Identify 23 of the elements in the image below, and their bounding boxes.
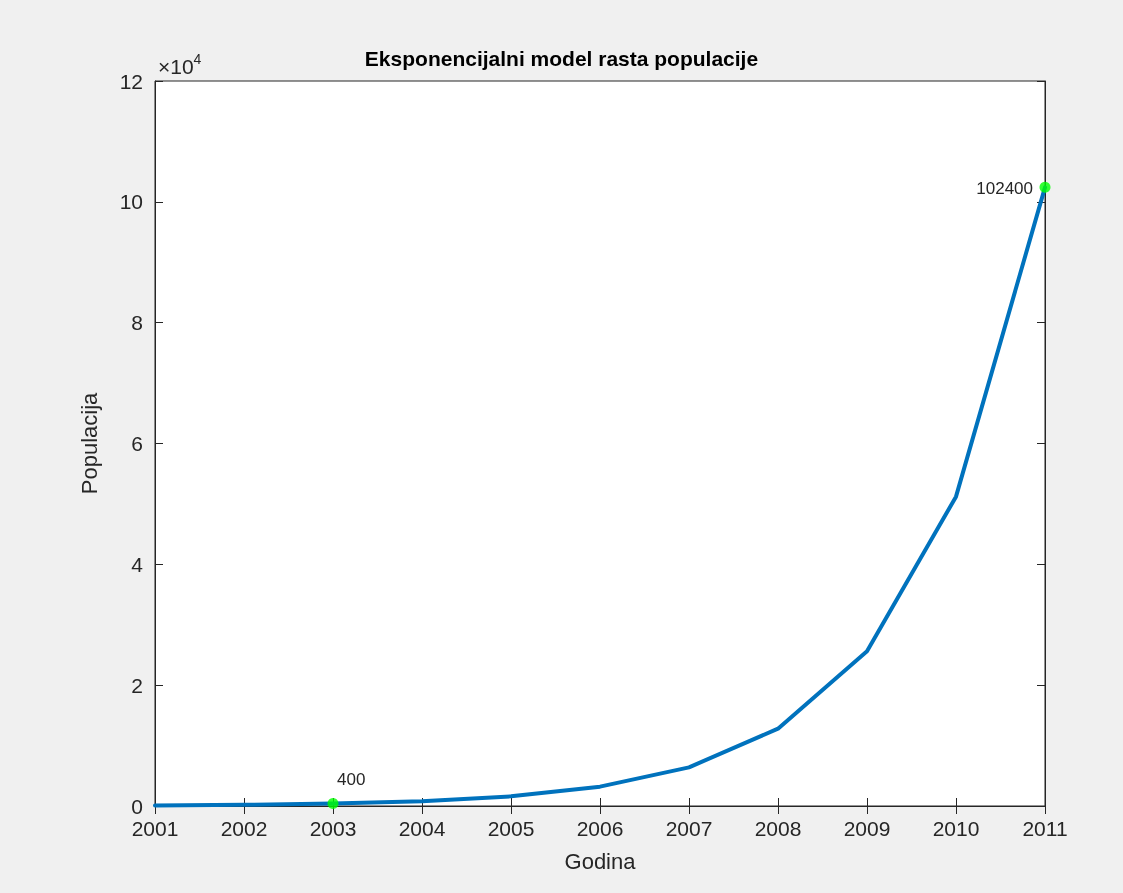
x-tick-label: 2004 (398, 817, 446, 840)
y-axis-title: Populacija (76, 391, 102, 495)
x-tick-label: 2007 (665, 817, 713, 840)
x-tick-label: 2002 (220, 817, 268, 840)
y-tick-label: 10 (119, 190, 143, 214)
annotation: 102400 (976, 178, 1033, 198)
y-tick-label: 2 (131, 673, 143, 697)
y-tick-label: 0 (131, 794, 143, 818)
y-tick-label: 6 (131, 432, 143, 455)
x-tick-label: 2003 (309, 817, 357, 840)
chart-title: Eksponencijalni model rasta populacije (364, 47, 759, 70)
x-axis-title: Godina (564, 848, 637, 874)
x-tick-label: 2011 (1022, 817, 1068, 840)
x-tick-label: 2009 (843, 817, 891, 840)
x-tick-label: 2005 (487, 817, 535, 840)
x-tick-label: 2001 (131, 817, 179, 840)
y-tick-label: 4 (131, 552, 144, 576)
annotation: 400 (337, 769, 366, 789)
y-tick-label: 8 (131, 311, 143, 335)
x-tick-label: 2006 (576, 817, 624, 840)
x-tick-label: 2008 (754, 817, 802, 840)
x-tick-label: 2010 (932, 817, 980, 840)
y-tick-label: 12 (119, 69, 143, 93)
